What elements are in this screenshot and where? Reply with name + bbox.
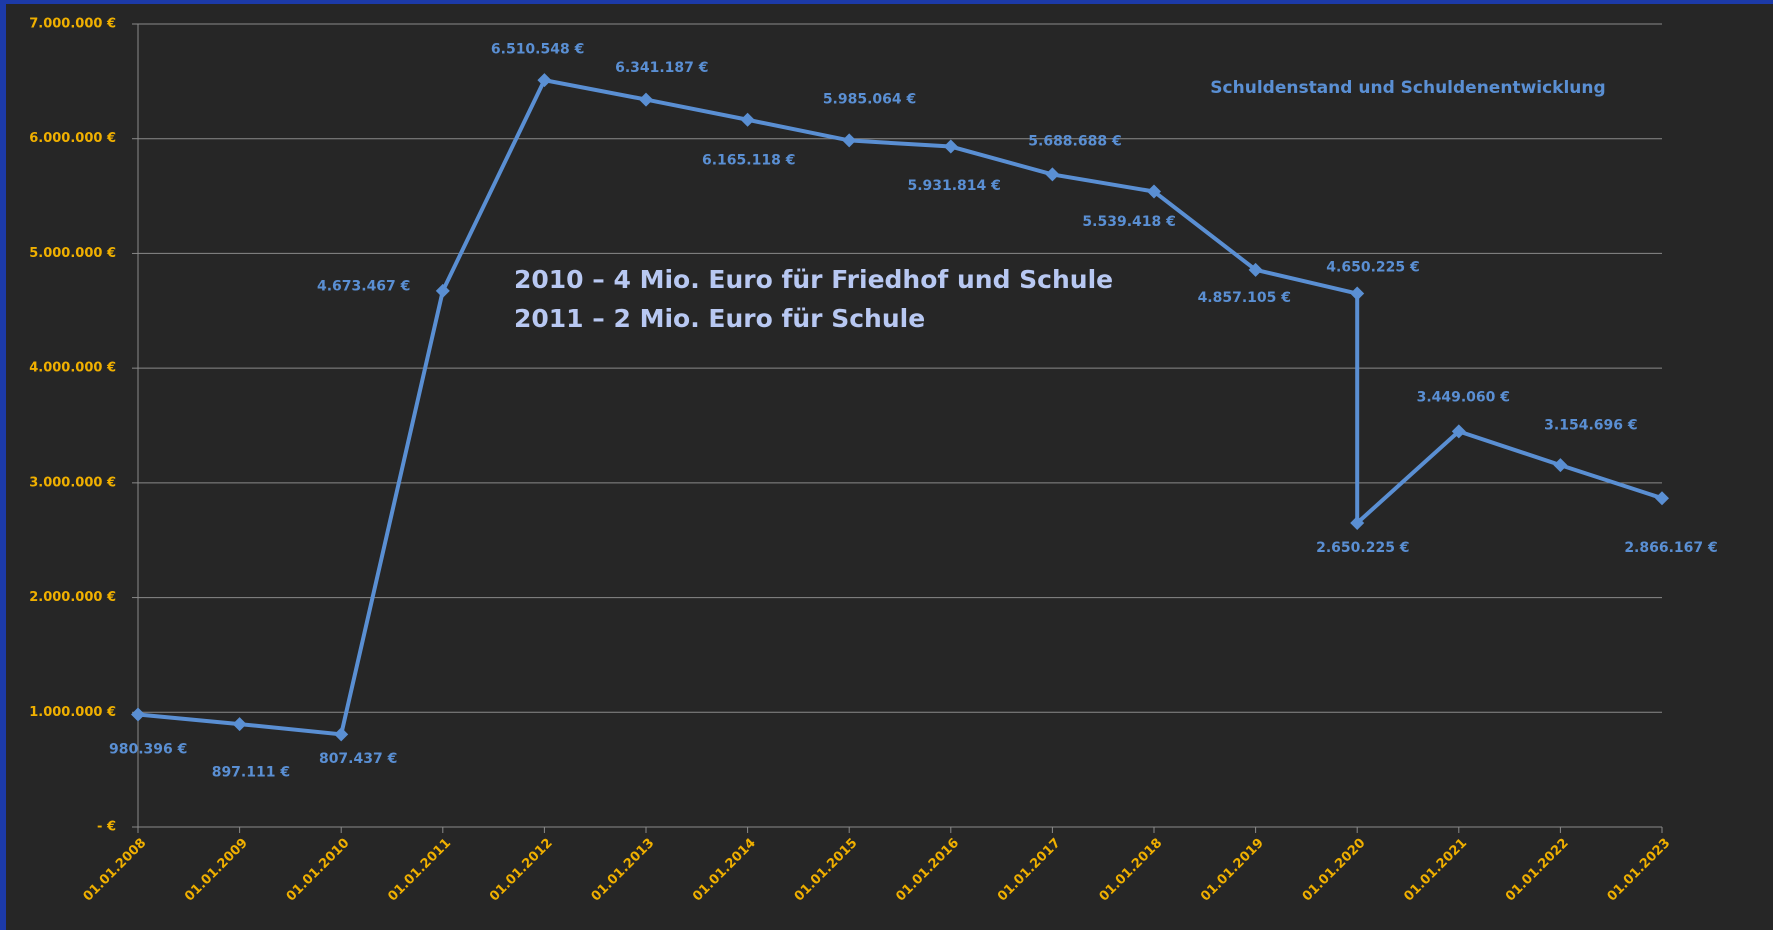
marker	[943, 139, 958, 154]
marker	[232, 717, 247, 732]
y-tick-label: 6.000.000 €	[29, 131, 116, 146]
data-label: 6.510.548 €	[491, 42, 584, 58]
y-tick-label: 3.000.000 €	[29, 475, 116, 490]
data-label: 5.539.418 €	[1082, 214, 1175, 230]
annotation: 2010 – 4 Mio. Euro für Friedhof und Schu…	[514, 265, 1113, 294]
y-tick-label: 5.000.000 €	[29, 246, 116, 261]
y-tick-label: 7.000.000 €	[29, 17, 116, 32]
marker	[334, 727, 349, 742]
data-label: 5.931.814 €	[907, 178, 1000, 194]
marker	[1350, 515, 1365, 530]
data-label: 897.111 €	[212, 765, 290, 781]
marker	[1248, 262, 1263, 277]
marker	[131, 707, 145, 722]
y-tick-label: 1.000.000 €	[29, 705, 116, 720]
marker	[842, 133, 857, 148]
y-tick-label: 4.000.000 €	[29, 361, 116, 376]
y-tick-label: - €	[97, 820, 116, 835]
data-label: 807.437 €	[319, 751, 397, 767]
data-label: 2.866.167 €	[1624, 540, 1717, 556]
marker	[1451, 424, 1466, 439]
chart-title: Schuldenstand und Schuldenentwicklung	[1210, 78, 1605, 98]
marker	[639, 92, 653, 107]
data-label: 6.341.187 €	[615, 60, 708, 76]
marker	[740, 112, 755, 127]
background	[6, 4, 1773, 930]
marker	[537, 73, 552, 88]
marker	[1553, 458, 1568, 473]
marker	[1350, 286, 1365, 301]
data-label: 4.650.225 €	[1326, 260, 1419, 276]
y-tick-label: 2.000.000 €	[29, 590, 116, 605]
marker	[435, 283, 450, 298]
marker	[1147, 184, 1161, 199]
marker	[1655, 491, 1669, 506]
data-label: 980.396 €	[109, 742, 187, 758]
data-label: 3.449.060 €	[1417, 389, 1510, 405]
data-label: 5.688.688 €	[1028, 134, 1121, 150]
marker	[1045, 167, 1060, 182]
data-label: 6.165.118 €	[702, 152, 795, 168]
data-label: 4.857.105 €	[1198, 290, 1291, 306]
data-label: 4.673.467 €	[317, 278, 410, 294]
annotation: 2011 – 2 Mio. Euro für Schule	[514, 304, 925, 333]
data-label: 3.154.696 €	[1544, 418, 1637, 434]
data-label: 2.650.225 €	[1316, 540, 1409, 556]
data-label: 5.985.064 €	[823, 92, 916, 108]
